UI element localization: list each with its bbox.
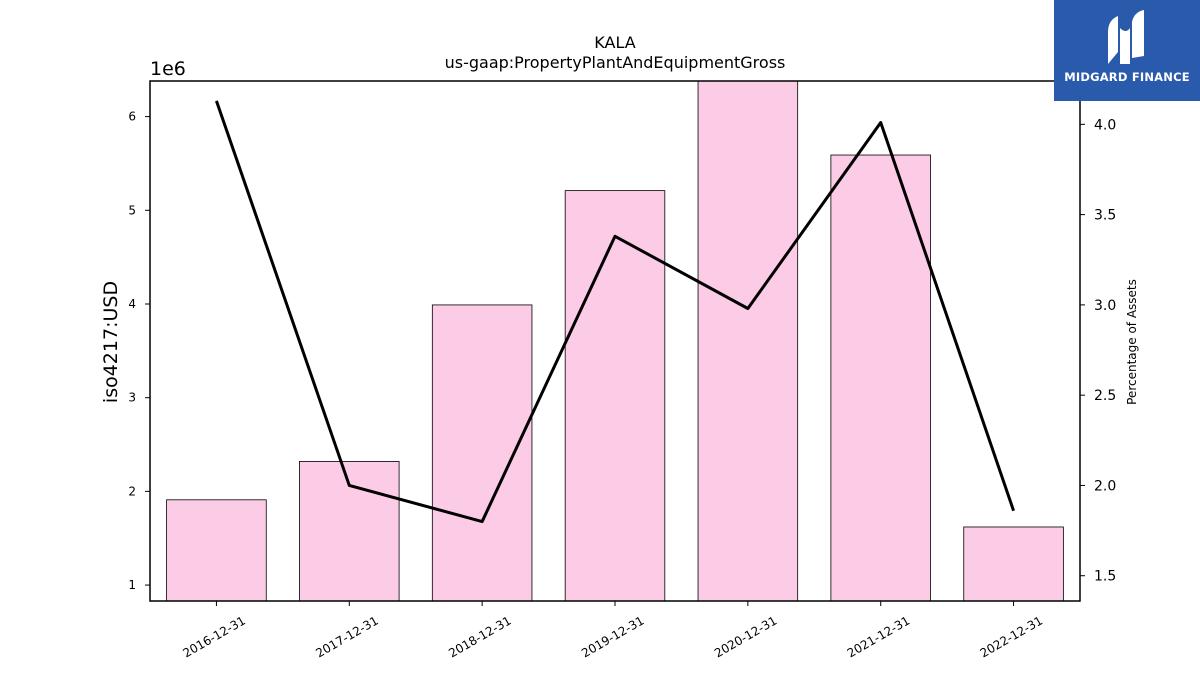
y2-tick-label: 3.0 <box>1094 298 1116 314</box>
y2-tick-label: 4.0 <box>1094 117 1116 133</box>
y-tick-label: 4 <box>128 297 136 311</box>
bar-2019-12-31 <box>564 190 666 602</box>
y2-tick-label: 2.5 <box>1094 388 1116 404</box>
y-tick-label: 3 <box>128 391 136 405</box>
midgard-logo-icon <box>1108 10 1144 64</box>
x-tick-label: 2017-12-31 <box>313 613 380 660</box>
y2-tick-label: 1.5 <box>1094 569 1116 585</box>
y-axis-label: iso4217:USD <box>100 281 122 403</box>
y-tick-label: 2 <box>128 484 136 498</box>
logo-text: MIDGARD FINANCE <box>1064 70 1190 84</box>
bar-2018-12-31 <box>431 304 533 602</box>
y2-axis-label: Percentage of Assets <box>1125 279 1139 405</box>
y-offset-text: 1e6 <box>150 58 186 80</box>
chart-subtitle: us-gaap:PropertyPlantAndEquipmentGross <box>445 53 786 72</box>
y-tick-label: 6 <box>128 110 136 124</box>
bar-2016-12-31 <box>166 499 267 602</box>
x-tick-label: 2022-12-31 <box>978 613 1045 660</box>
brand-logo: MIDGARD FINANCE <box>1054 0 1200 101</box>
bar-2021-12-31 <box>830 154 931 602</box>
y-tick-label: 1 <box>128 578 136 592</box>
bar-2022-12-31 <box>963 526 1064 602</box>
x-tick-label: 2020-12-31 <box>712 613 779 660</box>
bars-group <box>166 80 1064 602</box>
x-tick-label: 2021-12-31 <box>845 613 912 660</box>
bar-2020-12-31 <box>697 80 799 602</box>
y2-tick-label: 2.0 <box>1094 478 1116 494</box>
x-tick-label: 2019-12-31 <box>579 613 646 660</box>
chart-title: KALA <box>594 33 635 52</box>
line-group <box>215 100 1015 524</box>
x-tick-label: 2018-12-31 <box>446 613 513 660</box>
y-tick-label: 5 <box>128 203 136 217</box>
x-tick-label: 2016-12-31 <box>181 613 248 660</box>
y2-tick-label: 3.5 <box>1094 208 1116 224</box>
